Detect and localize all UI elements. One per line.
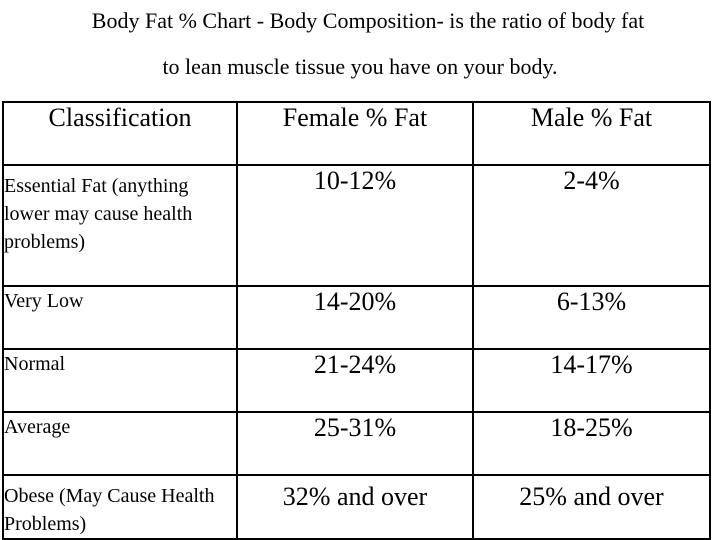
chart-title-line-2: to lean muscle tissue you have on your b…	[162, 54, 558, 79]
classification-cell: Normal	[2, 348, 238, 413]
table-row: Obese (May Cause Health Problems) 32% an…	[2, 474, 711, 540]
female-fat-cell: 14-20%	[236, 285, 474, 350]
header-classification: Classification	[2, 101, 238, 166]
chart-title-line-1: Body Fat % Chart - Body Composition- is …	[91, 8, 645, 33]
classification-cell: Average	[2, 411, 238, 476]
table-row: Very Low 14-20% 6-13%	[2, 285, 711, 350]
classification-cell: Obese (May Cause Health Problems)	[2, 474, 238, 540]
female-fat-cell: 21-24%	[236, 348, 474, 413]
male-fat-cell: 18-25%	[472, 411, 711, 476]
header-male-fat: Male % Fat	[472, 101, 711, 166]
header-female-fat: Female % Fat	[236, 101, 474, 166]
table-row: Average 25-31% 18-25%	[2, 411, 711, 476]
classification-cell: Essential Fat (anything lower may cause …	[2, 164, 238, 287]
female-fat-cell: 32% and over	[236, 474, 474, 540]
male-fat-cell: 25% and over	[472, 474, 711, 540]
table-row: Normal 21-24% 14-17%	[2, 348, 711, 413]
female-fat-cell: 10-12%	[236, 164, 474, 287]
table-row: Essential Fat (anything lower may cause …	[2, 164, 711, 287]
table-header-row: Classification Female % Fat Male % Fat	[2, 101, 711, 166]
male-fat-cell: 6-13%	[472, 285, 711, 350]
classification-cell: Very Low	[2, 285, 238, 350]
body-fat-table: Classification Female % Fat Male % Fat E…	[2, 101, 711, 540]
male-fat-cell: 2-4%	[472, 164, 711, 287]
male-fat-cell: 14-17%	[472, 348, 711, 413]
female-fat-cell: 25-31%	[236, 411, 474, 476]
